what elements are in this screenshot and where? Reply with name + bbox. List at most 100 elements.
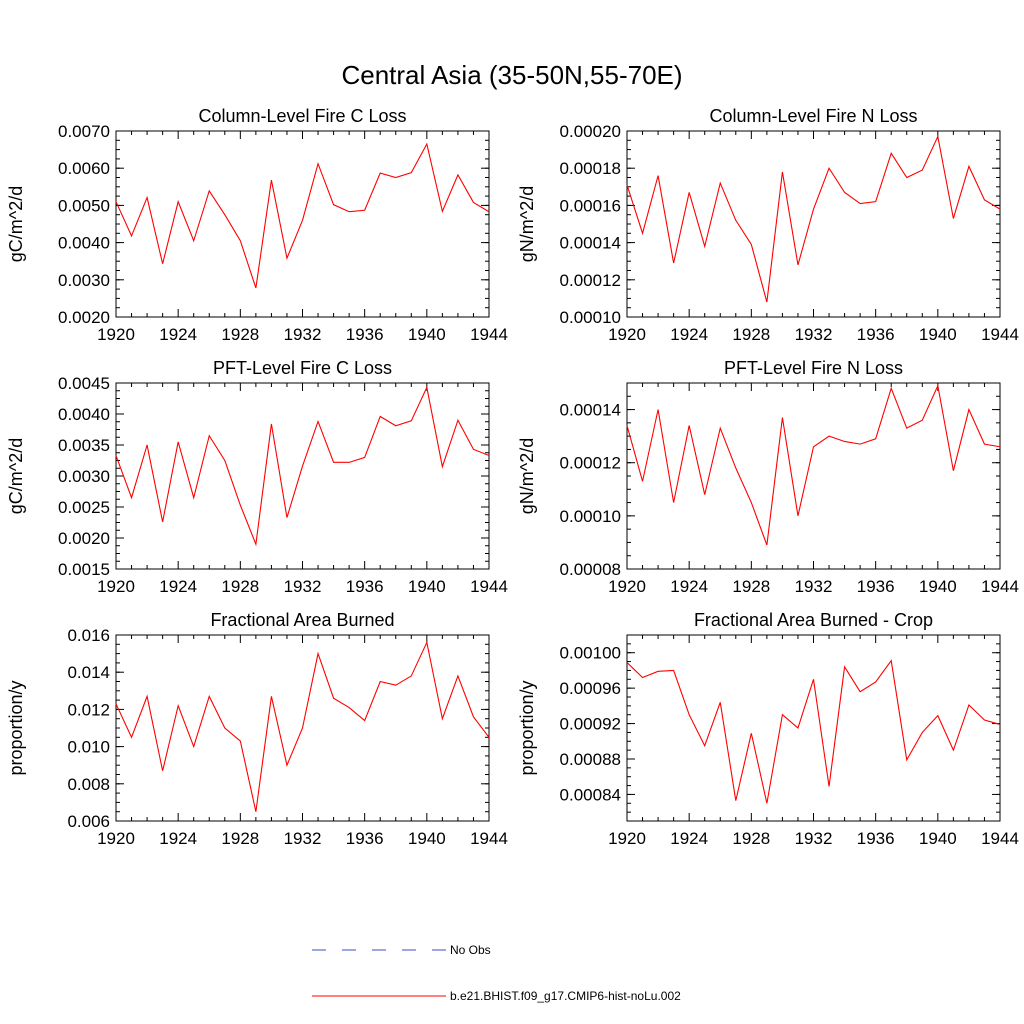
- y-tick-label: 0.00018: [560, 159, 621, 178]
- y-tick-label: 0.0060: [58, 159, 110, 178]
- y-tick-label: 0.0020: [58, 529, 110, 548]
- panel-1: Column-Level Fire C Loss gC/m^2/d 1920 1924…: [6, 106, 508, 344]
- x-tick-label: 1924: [670, 577, 708, 596]
- y-tick-label: 0.00020: [560, 122, 621, 141]
- y-tick-label: 0.0020: [58, 308, 110, 327]
- x-tick-label: 1920: [608, 577, 646, 596]
- plot-frame: [626, 382, 1001, 570]
- y-tick-label: 0.0030: [58, 467, 110, 486]
- x-tick-label: 1924: [670, 325, 708, 344]
- legend-item: No Obs: [312, 943, 491, 957]
- y-tick-label: 0.0025: [58, 498, 110, 517]
- x-tick-label: 1928: [732, 577, 770, 596]
- panel-title: Column-Level Fire N Loss: [709, 106, 917, 126]
- y-tick-label: 0.00014: [560, 234, 621, 253]
- series-line: [115, 142, 490, 289]
- x-tick-label: 1940: [919, 325, 957, 344]
- y-axis-label: gN/m^2/d: [517, 186, 537, 262]
- panel-title: Column-Level Fire C Loss: [198, 106, 406, 126]
- x-tick-label: 1932: [284, 829, 322, 848]
- legend-item: b.e21.BHIST.f09_g17.CMIP6-hist-noLu.002: [312, 989, 681, 1003]
- y-tick-label: 0.00088: [560, 750, 621, 769]
- x-tick-label: 1920: [97, 577, 135, 596]
- panel-title: Fractional Area Burned - Crop: [694, 610, 933, 630]
- panel-5: Fractional Area Burned proportion/y 1920 19…: [6, 610, 508, 848]
- x-tick-label: 1924: [159, 829, 197, 848]
- plot-frame: [626, 634, 1001, 822]
- series-line: [626, 134, 1001, 303]
- x-tick-label: 1944: [470, 325, 508, 344]
- x-tick-label: 1940: [408, 577, 446, 596]
- y-axis-label: proportion/y: [517, 680, 537, 775]
- panel-title: Fractional Area Burned: [210, 610, 394, 630]
- x-tick-label: 1940: [919, 577, 957, 596]
- y-tick-label: 0.00084: [560, 785, 621, 804]
- y-tick-label: 0.00010: [560, 507, 621, 526]
- x-tick-label: 1936: [346, 829, 384, 848]
- panel-6: Fractional Area Burned - Crop proportion/…: [517, 610, 1019, 848]
- x-tick-label: 1936: [346, 577, 384, 596]
- x-tick-label: 1936: [857, 829, 895, 848]
- x-tick-label: 1944: [981, 829, 1019, 848]
- y-tick-label: 0.0070: [58, 122, 110, 141]
- x-tick-label: 1924: [159, 325, 197, 344]
- x-tick-label: 1920: [608, 325, 646, 344]
- y-tick-label: 0.0035: [58, 436, 110, 455]
- y-axis-label: gN/m^2/d: [517, 438, 537, 514]
- plot-frame: [115, 130, 490, 318]
- x-tick-label: 1940: [408, 325, 446, 344]
- legend-label: b.e21.BHIST.f09_g17.CMIP6-hist-noLu.002: [450, 989, 681, 1003]
- legend-label: No Obs: [450, 943, 491, 957]
- y-tick-label: 0.0050: [58, 196, 110, 215]
- y-tick-label: 0.00012: [560, 454, 621, 473]
- x-tick-label: 1944: [981, 325, 1019, 344]
- panels: Column-Level Fire C Loss gC/m^2/d 1920 1924…: [6, 106, 1019, 848]
- x-tick-label: 1944: [470, 829, 508, 848]
- x-tick-label: 1928: [221, 577, 259, 596]
- y-tick-label: 0.012: [67, 700, 110, 719]
- x-tick-label: 1920: [608, 829, 646, 848]
- x-tick-label: 1920: [97, 325, 135, 344]
- y-tick-label: 0.014: [67, 663, 110, 682]
- legend: No Obs b.e21.BHIST.f09_g17.CMIP6-hist-noL…: [312, 943, 681, 1003]
- y-tick-label: 0.00014: [560, 401, 621, 420]
- x-tick-label: 1932: [795, 325, 833, 344]
- series-line: [626, 659, 1001, 804]
- x-tick-label: 1924: [670, 829, 708, 848]
- x-tick-label: 1932: [795, 577, 833, 596]
- y-tick-label: 0.00016: [560, 196, 621, 215]
- series-line: [115, 385, 490, 547]
- x-tick-label: 1944: [470, 577, 508, 596]
- y-axis-label: gC/m^2/d: [6, 438, 26, 514]
- y-tick-label: 0.0030: [58, 271, 110, 290]
- y-tick-label: 0.0040: [58, 405, 110, 424]
- y-tick-label: 0.00100: [560, 644, 621, 663]
- x-tick-label: 1932: [284, 325, 322, 344]
- panel-title: PFT-Level Fire C Loss: [213, 358, 392, 378]
- panel-2: Column-Level Fire N Loss gN/m^2/d 1920 1924…: [517, 106, 1019, 344]
- y-tick-label: 0.006: [67, 812, 110, 831]
- y-tick-label: 0.00008: [560, 560, 621, 579]
- series-line: [626, 383, 1001, 546]
- x-tick-label: 1932: [284, 577, 322, 596]
- x-tick-label: 1940: [919, 829, 957, 848]
- x-tick-label: 1928: [732, 829, 770, 848]
- x-tick-label: 1936: [346, 325, 384, 344]
- y-tick-label: 0.010: [67, 738, 110, 757]
- main-title: Central Asia (35-50N,55-70E): [341, 60, 682, 90]
- x-tick-label: 1920: [97, 829, 135, 848]
- y-tick-label: 0.00010: [560, 308, 621, 327]
- y-tick-label: 0.0015: [58, 560, 110, 579]
- panel-3: PFT-Level Fire C Loss gC/m^2/d 1920 1924 192…: [6, 358, 508, 596]
- x-tick-label: 1928: [221, 325, 259, 344]
- series-line: [115, 640, 490, 812]
- x-tick-label: 1928: [221, 829, 259, 848]
- x-tick-label: 1940: [408, 829, 446, 848]
- y-tick-label: 0.00012: [560, 271, 621, 290]
- x-tick-label: 1932: [795, 829, 833, 848]
- y-tick-label: 0.0045: [58, 374, 110, 393]
- plot-frame: [626, 130, 1001, 318]
- y-tick-label: 0.008: [67, 775, 110, 794]
- y-tick-label: 0.0040: [58, 234, 110, 253]
